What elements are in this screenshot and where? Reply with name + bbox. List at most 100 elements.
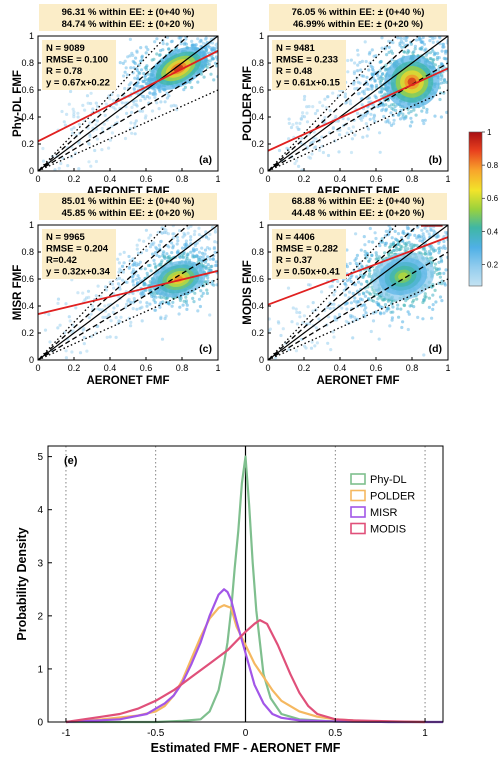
scatter-point [215, 263, 218, 267]
scatter-point [76, 115, 80, 119]
scatter-point [268, 317, 271, 321]
scatter-point [127, 266, 131, 270]
scatter-point [370, 48, 374, 52]
scatter-point [415, 297, 419, 301]
scatter-point [427, 296, 431, 300]
scatter-point [421, 317, 425, 321]
scatter-point [135, 247, 139, 251]
stats-line: RMSE = 0.233 [276, 55, 338, 66]
scatter-point [420, 239, 424, 244]
scatter-point [343, 282, 347, 286]
y-axis-label: POLDER FMF [242, 66, 254, 141]
scatter-point [164, 314, 168, 318]
x-tick-label: 1 [422, 728, 428, 739]
legend-label: MODIS [370, 524, 406, 536]
scatter-point [356, 63, 360, 67]
scatter-point [425, 110, 429, 114]
scatter-point [148, 302, 152, 306]
ee-envelope-line [38, 225, 189, 360]
scatter-point [413, 47, 417, 51]
y-axis-label: MODIS FMF [242, 260, 254, 325]
scatter-point [213, 61, 218, 65]
stats-line: R = 0.48 [276, 66, 312, 77]
scatter-point [362, 235, 366, 239]
ee-line-20: 46.99% within EE: ± (0+20 %) [293, 19, 423, 30]
scatter-point [367, 87, 371, 91]
scatter-point [300, 337, 304, 341]
scatter-point [151, 252, 155, 256]
scatter-point [415, 236, 419, 240]
scatter-point [443, 283, 447, 287]
scatter-point [434, 300, 438, 304]
scatter-point [423, 249, 427, 253]
scatter-point [81, 103, 85, 107]
scatter-point [212, 48, 216, 52]
scatter-point [153, 265, 158, 270]
scatter-point [82, 336, 86, 340]
scatter-point [362, 92, 366, 96]
scatter-point [143, 267, 147, 271]
scatter-point [143, 78, 147, 82]
scatter-point [123, 86, 127, 91]
scatter-point [157, 255, 161, 259]
scatter-point [140, 94, 145, 98]
scatter-point [433, 63, 437, 67]
scatter-point [212, 247, 216, 251]
scatter-point [344, 101, 348, 105]
scatter-point [439, 258, 444, 262]
scatter-point [152, 258, 156, 262]
scatter-point [102, 122, 106, 126]
scatter-point [294, 307, 298, 311]
scatter-point [374, 96, 378, 100]
scatter-point [122, 261, 126, 265]
ee-envelope-line [268, 225, 419, 360]
scatter-point [348, 102, 353, 106]
scatter-point [391, 305, 395, 309]
scatter-point [351, 291, 355, 296]
scatter-point [159, 315, 163, 319]
scatter-point [363, 243, 367, 247]
scatter-point [442, 56, 446, 61]
scatter-point [382, 114, 386, 119]
scatter-point [143, 116, 147, 120]
x-tick-label: 0.5 [328, 728, 342, 739]
scatter-point [402, 117, 406, 121]
scatter-point [68, 319, 72, 323]
scatter-point [310, 141, 314, 145]
scatter-point [175, 242, 179, 246]
scatter-point [175, 250, 179, 254]
y-tick-label: 0.6 [251, 85, 264, 95]
scatter-point [128, 259, 132, 263]
scatter-point [374, 257, 378, 261]
scatter-point [363, 249, 367, 254]
scatter-point [422, 234, 426, 239]
scatter-point [356, 53, 360, 57]
scatter-point [343, 293, 347, 297]
scatter-point [119, 269, 123, 273]
scatter-point [190, 39, 194, 44]
scatter-point [361, 291, 365, 295]
scatter-point [83, 298, 87, 302]
scatter-point [291, 123, 295, 127]
scatter-point [372, 54, 376, 58]
scatter-point [105, 335, 109, 339]
stats-line: y = 0.32x+0.34 [46, 267, 111, 278]
saturation-band [421, 225, 443, 227]
scatter-point [192, 255, 196, 259]
scatter-point [438, 36, 442, 40]
scatter-point [47, 312, 51, 317]
scatter-point [94, 123, 98, 127]
scatter-point [433, 288, 437, 292]
scatter-point [129, 324, 133, 328]
scatter-point [406, 310, 410, 314]
scatter-point [442, 78, 447, 82]
ee-line-40: 68.88 % within EE: ± (0+40 %) [292, 196, 425, 207]
panel-label: (c) [199, 343, 212, 355]
y-tick-label: 0.2 [21, 328, 34, 338]
scatter-point [87, 160, 91, 164]
reference-lines [38, 36, 218, 171]
scatter-point [108, 138, 112, 142]
scatter-point [372, 114, 377, 118]
scatter-point [355, 111, 360, 115]
